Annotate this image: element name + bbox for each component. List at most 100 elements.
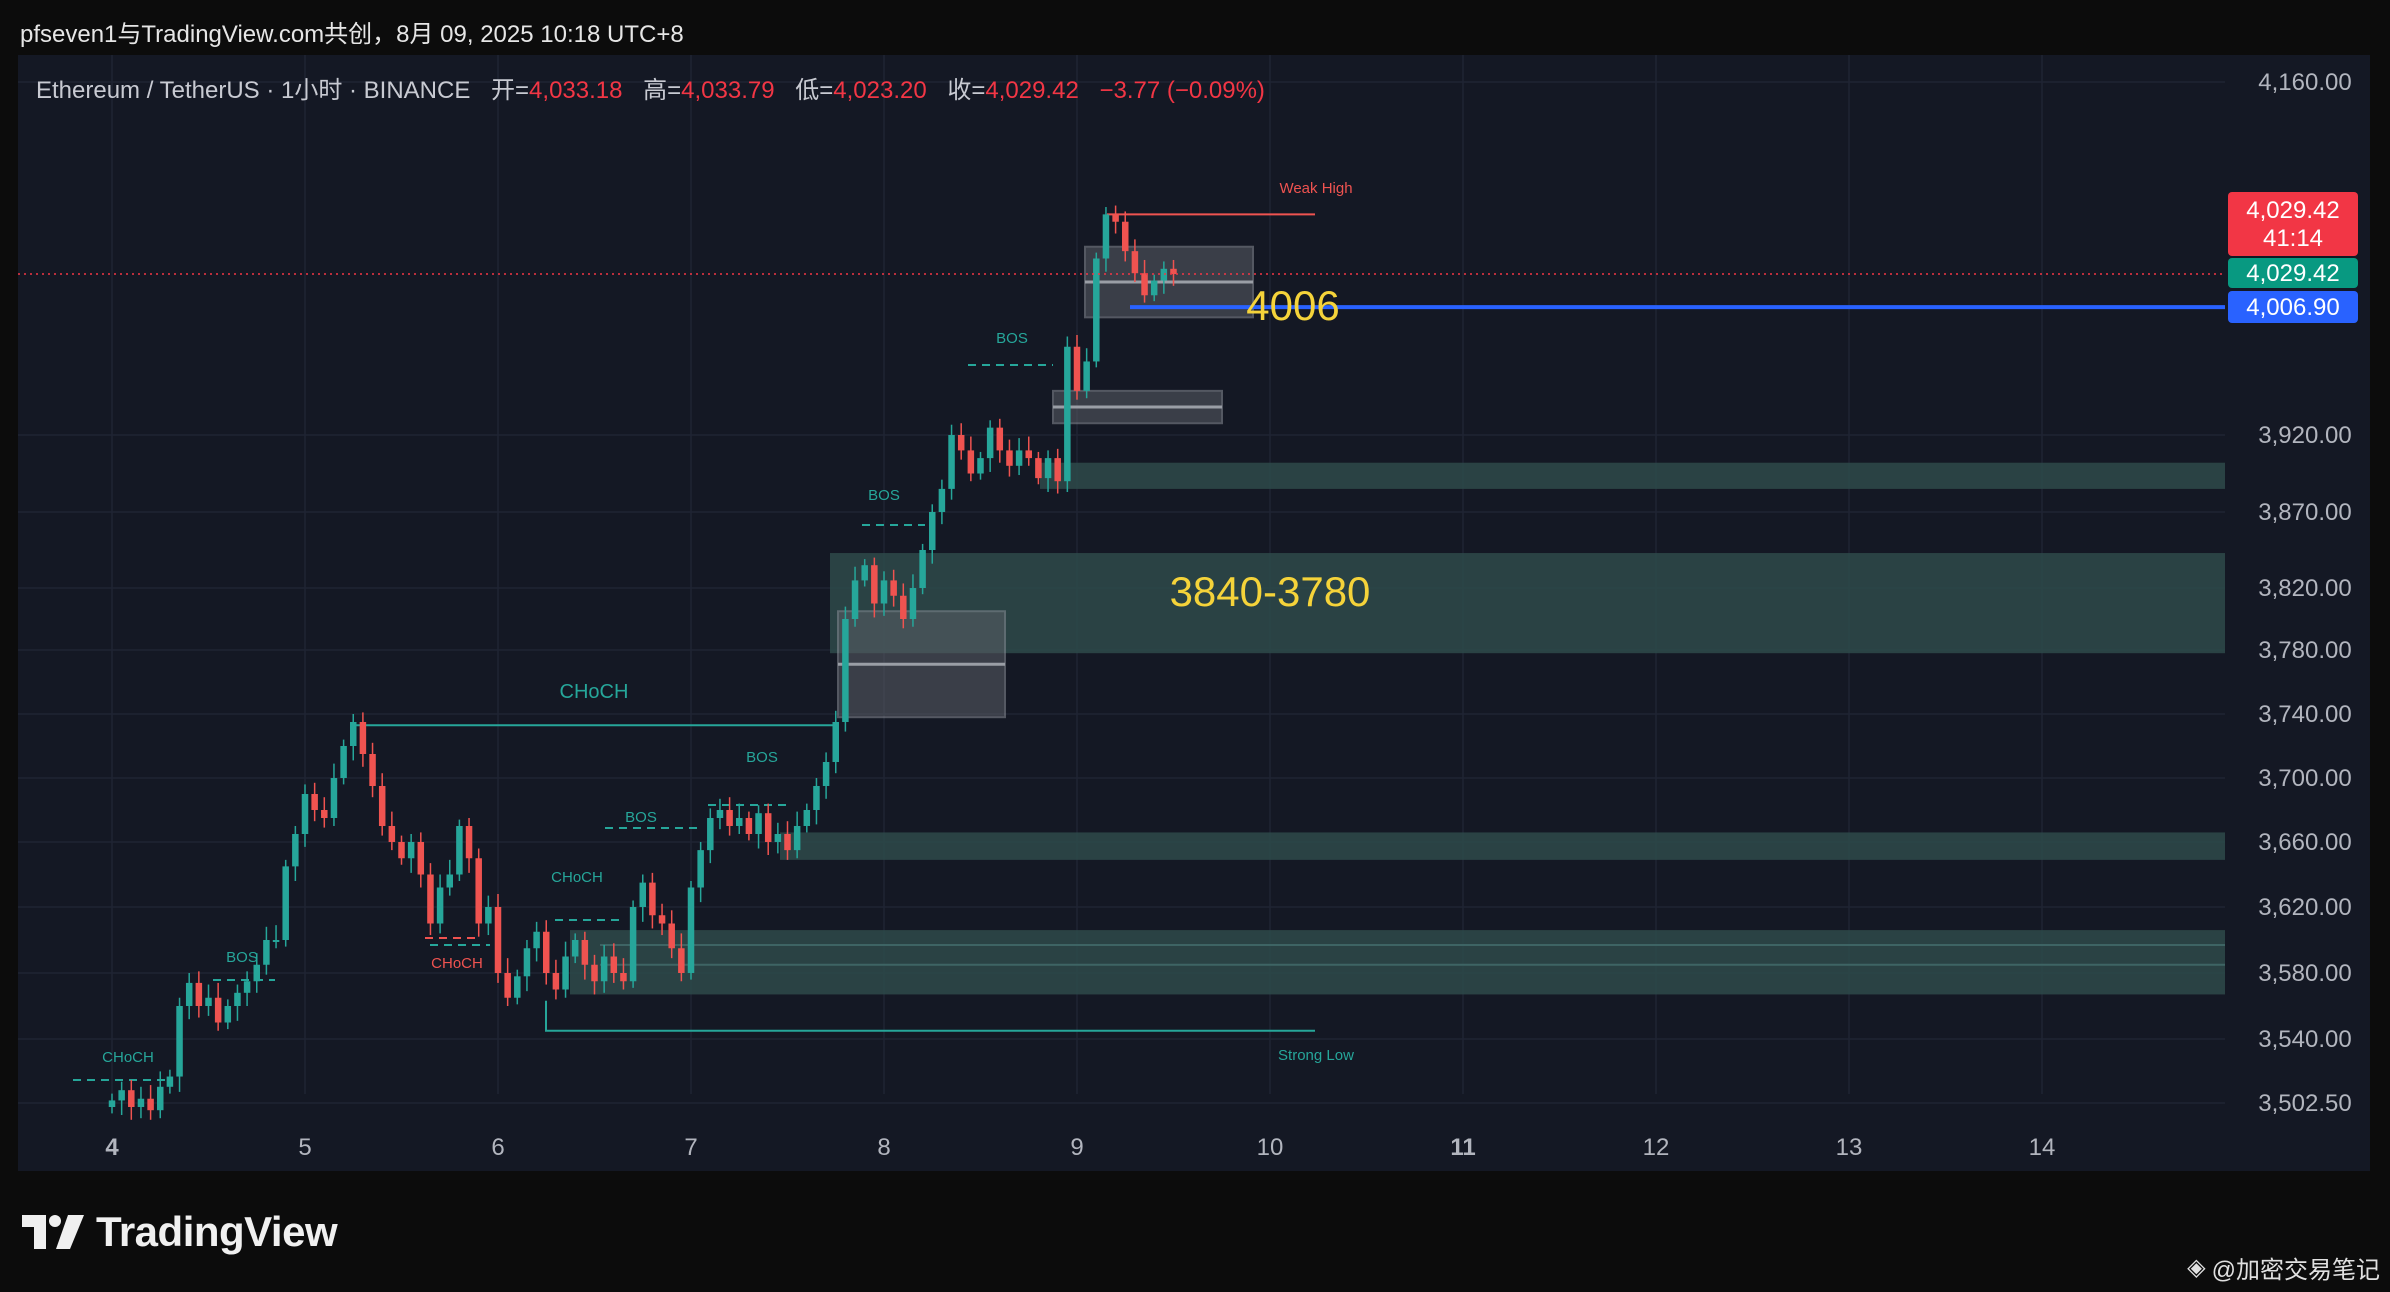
- last-price-badge: [2228, 192, 2358, 256]
- candle-body: [369, 754, 376, 786]
- candle-body: [234, 992, 241, 1006]
- candle-body: [678, 948, 685, 973]
- close-label: 收=: [947, 77, 986, 104]
- demand-zone: [1040, 462, 2225, 489]
- candle-body: [687, 887, 695, 973]
- candle-body: [1006, 450, 1013, 466]
- candle-body: [736, 818, 743, 826]
- candle-body: [1035, 458, 1042, 479]
- candle-body: [1044, 458, 1052, 479]
- choch-label: CHoCH: [102, 1049, 154, 1066]
- candle-body: [764, 813, 772, 842]
- candle-body: [523, 948, 531, 977]
- candle-body: [967, 450, 975, 474]
- candle-body: [514, 976, 521, 998]
- candle-body: [301, 794, 309, 834]
- change-value: −3.77 (−0.09%): [1099, 77, 1265, 104]
- zone-label-3840-3780: 3840-3780: [1170, 568, 1371, 615]
- candle-body: [407, 842, 415, 859]
- candle-body: [880, 580, 888, 604]
- candle-body: [938, 488, 946, 512]
- candle-body: [465, 826, 473, 859]
- candle-body: [813, 786, 820, 810]
- candle-body: [948, 435, 955, 489]
- y-tick-label: 3,580.00: [2258, 960, 2351, 987]
- candle-body: [649, 882, 656, 916]
- candle-body: [900, 595, 907, 619]
- price-lines: [18, 273, 2225, 310]
- y-tick-label: 3,820.00: [2258, 575, 2351, 602]
- open-value: 4,033.18: [529, 77, 623, 104]
- candle-body: [784, 834, 791, 851]
- candle-body: [1102, 214, 1110, 259]
- candle-body: [446, 874, 453, 888]
- candle-body: [697, 850, 704, 888]
- candle-body: [214, 997, 222, 1023]
- candle-body: [388, 826, 396, 842]
- symbol-name: Ethereum / TetherUS · 1小时 · BINANCE: [36, 77, 471, 104]
- x-tick-label: 8: [877, 1134, 890, 1161]
- candle-body: [253, 964, 260, 982]
- y-tick-label: 3,540.00: [2258, 1026, 2351, 1053]
- candle-body: [851, 580, 859, 619]
- candle-body: [1073, 346, 1081, 391]
- bos-label: BOS: [746, 749, 778, 766]
- demand-zone: [830, 553, 2225, 654]
- candle-body: [272, 940, 280, 942]
- candle-body: [929, 512, 936, 550]
- choch-main-label: CHoCH: [560, 681, 629, 703]
- x-tick-label: 5: [298, 1134, 311, 1161]
- x-tick-label: 9: [1070, 1134, 1083, 1161]
- candle-body: [398, 842, 405, 859]
- candle-body: [871, 565, 878, 604]
- weak-high-label: Weak High: [1279, 180, 1352, 197]
- candle-body: [986, 427, 994, 459]
- candle-body: [707, 818, 714, 851]
- candle-body: [562, 956, 569, 990]
- candle-body: [436, 887, 444, 924]
- order-blocks: [837, 245, 1254, 719]
- candle-body: [504, 973, 511, 998]
- candle-body: [832, 722, 839, 762]
- candle-body: [726, 810, 733, 826]
- last-price-text: 4,029.42: [2246, 197, 2339, 224]
- candle-body: [996, 427, 1004, 451]
- y-tick-label: 3,660.00: [2258, 829, 2351, 856]
- candle-body: [321, 810, 328, 818]
- tradingview-logo[interactable]: TradingView: [22, 1208, 338, 1256]
- open-label: 开=: [491, 77, 530, 104]
- candle-body: [263, 940, 270, 965]
- line-price-text: 4,006.90: [2246, 294, 2339, 321]
- time-axis: 4 5 6 7 8 9 10 11 12 13 14: [105, 1134, 2055, 1161]
- candle-body: [243, 981, 251, 993]
- candle-body: [118, 1090, 125, 1101]
- choch-line: [352, 724, 836, 738]
- liquidity-zones: [570, 462, 2225, 995]
- high-label: 高=: [643, 77, 682, 104]
- candle-body: [755, 813, 762, 834]
- candle-body: [224, 1006, 232, 1023]
- candle-body: [378, 786, 386, 826]
- candle-body: [195, 982, 203, 1006]
- chart-header-title: pfseven1与TradingView.com共创，8月 09, 2025 1…: [20, 21, 684, 48]
- bos-label: BOS: [625, 809, 657, 826]
- strong-low-line: [545, 1000, 1315, 1032]
- candle-body: [137, 1098, 145, 1107]
- candle-body: [552, 973, 560, 990]
- candle-body: [658, 915, 666, 924]
- candle-body: [581, 940, 589, 965]
- candle-body: [485, 907, 492, 924]
- line-price-badge: [2228, 291, 2358, 323]
- y-tick-label: 3,870.00: [2258, 499, 2351, 526]
- x-tick-label: 7: [684, 1134, 697, 1161]
- demand-zone: [780, 832, 2225, 860]
- x-tick-label: 4: [105, 1134, 119, 1161]
- candle-body: [793, 826, 801, 851]
- candle-body: [166, 1076, 174, 1087]
- y-tick-label: 3,620.00: [2258, 894, 2351, 921]
- strong-low-label: Strong Low: [1278, 1047, 1354, 1064]
- y-tick-label: 3,780.00: [2258, 637, 2351, 664]
- y-tick-label: 3,502.50: [2258, 1090, 2351, 1117]
